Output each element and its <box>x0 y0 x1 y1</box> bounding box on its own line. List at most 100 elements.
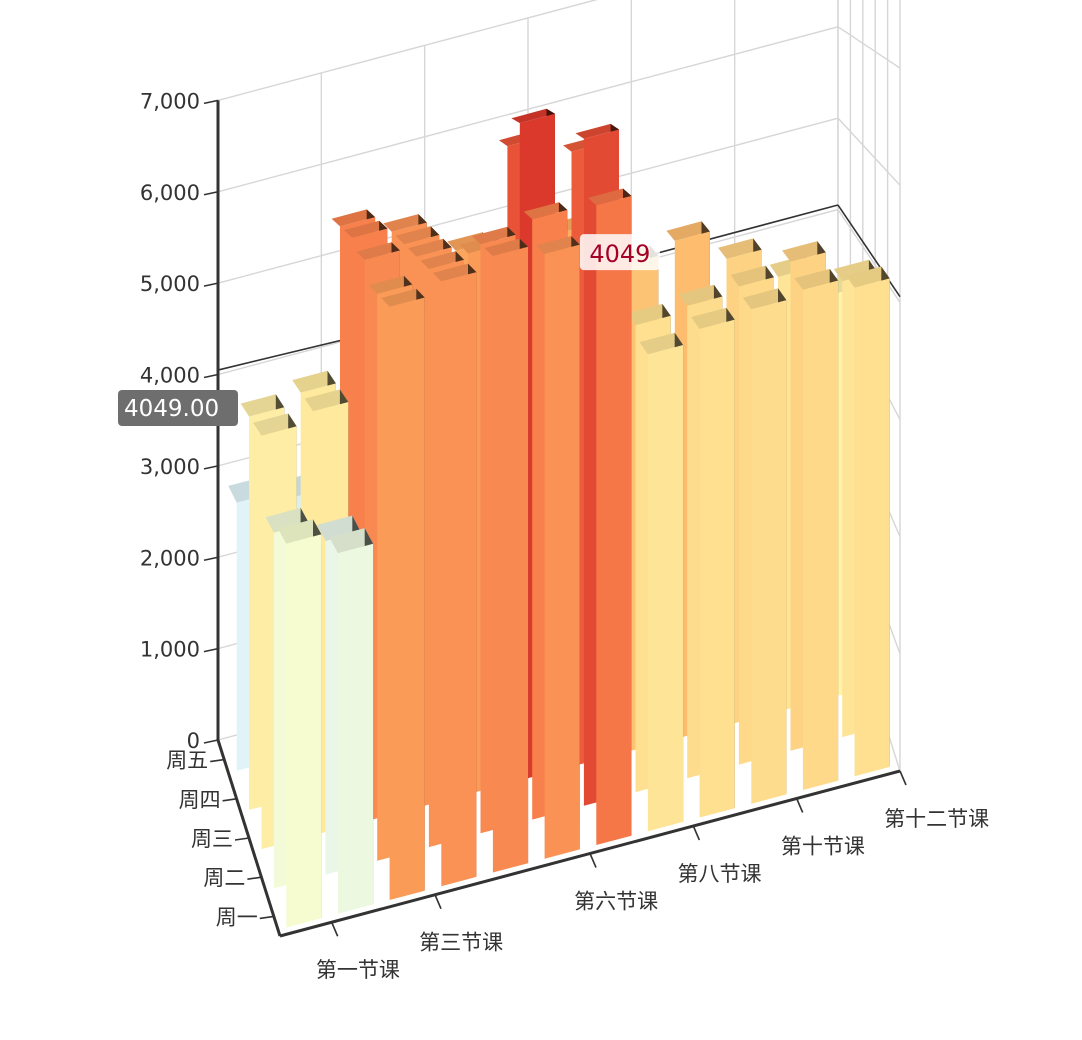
bar-top-face <box>511 108 555 124</box>
x-tick <box>795 798 804 813</box>
x-tick-label: 第六节课 <box>574 889 658 913</box>
bar-top-face <box>317 515 361 542</box>
bar[interactable] <box>329 528 374 914</box>
bar[interactable] <box>381 288 425 900</box>
bar-top-face <box>265 507 309 533</box>
z-tick-label: 7,000 <box>140 89 200 113</box>
bar-top-face <box>523 202 568 220</box>
bar-front-face <box>544 244 580 859</box>
bar-top-face <box>575 123 619 139</box>
bar-top-face <box>420 251 464 269</box>
bar-top-face <box>627 303 671 326</box>
z-tick-label: 0 <box>187 729 200 753</box>
axis-pointer-label: 4049.00 <box>124 396 219 422</box>
bar-front-face <box>647 345 684 832</box>
highlight-value-label: 4049 <box>589 240 650 268</box>
bar[interactable] <box>536 236 580 859</box>
bar[interactable] <box>691 307 735 818</box>
z-tick <box>203 739 219 744</box>
bar-top-face <box>253 413 297 436</box>
bar[interactable] <box>794 268 839 790</box>
z-tick <box>203 373 219 379</box>
bar-top-face <box>639 332 684 355</box>
bar-top-face <box>587 188 632 206</box>
x-tick-label: 第三节课 <box>419 931 503 955</box>
x-tick <box>330 921 339 937</box>
bar-front-face <box>492 246 529 873</box>
bar-top-face <box>794 268 839 290</box>
z-tick-label: 3,000 <box>140 455 200 479</box>
bar-top-face <box>356 242 400 260</box>
y-tick <box>222 798 237 802</box>
bar-top-face <box>678 284 723 306</box>
z-tick <box>203 190 219 196</box>
side-wall-gridline <box>837 26 901 69</box>
y-tick <box>234 837 250 841</box>
y-tick <box>247 876 262 880</box>
bar-top-face <box>432 263 477 282</box>
bar-front-face <box>751 300 787 804</box>
bar-front-face <box>802 280 839 790</box>
y-tick-label: 周五 <box>166 749 208 773</box>
bar-top-face <box>304 389 349 412</box>
bar-top-face <box>536 236 580 254</box>
x-tick-label: 第十二节课 <box>884 807 989 831</box>
bar-top-face <box>846 266 890 288</box>
bar[interactable] <box>277 519 322 928</box>
bar-top-face <box>472 226 516 245</box>
bar-top-face <box>383 214 427 232</box>
x-tick-label: 第十节课 <box>781 834 865 858</box>
bar-top-face <box>381 288 425 307</box>
bar-top-face <box>331 209 376 227</box>
bar-top-face <box>368 275 413 294</box>
bar-front-face <box>596 195 632 845</box>
y-tick-label: 周三 <box>191 827 233 851</box>
bar[interactable] <box>846 266 890 777</box>
bar-top-face <box>408 238 452 257</box>
x-tick-label: 第八节课 <box>678 862 762 886</box>
x-tick-label: 第一节课 <box>316 958 400 982</box>
highlight-label-box <box>579 234 660 271</box>
bar-front-face <box>854 278 890 777</box>
bar-top-face <box>666 221 710 241</box>
bar-top-face <box>277 519 322 544</box>
overlay-layer: 4049.00 <box>118 390 238 426</box>
bar-top-face <box>718 238 762 259</box>
y-tick <box>210 758 225 763</box>
y-tick-label: 周四 <box>179 788 221 812</box>
bar-front-face <box>337 543 374 914</box>
z-tick <box>203 282 219 287</box>
z-tick-label: 4,000 <box>140 364 200 388</box>
z-tick-label: 1,000 <box>140 638 200 662</box>
bar-front-face <box>441 272 477 887</box>
side-wall-gridline <box>837 117 901 186</box>
bar-front-face <box>389 297 425 900</box>
bar-front-face <box>286 534 322 928</box>
axis-pointer-label-box <box>118 390 238 426</box>
x-tick <box>692 825 701 841</box>
bar-top-face <box>344 220 388 238</box>
bar-top-face <box>691 307 735 329</box>
bar[interactable] <box>587 188 632 846</box>
label-layer: 0 1,000 2,000 3,000 4,000 5,000 6,000 7,000 周一 周二… <box>140 89 989 982</box>
z-tick <box>203 99 219 105</box>
bar-top-face <box>730 265 774 287</box>
z-tick <box>203 465 219 470</box>
bar[interactable] <box>484 238 529 873</box>
bar-layer <box>228 108 890 928</box>
z-tick-label: 2,000 <box>140 546 200 570</box>
bar-front-face <box>699 319 735 818</box>
bar-top-face <box>329 528 374 554</box>
z-tick-label: 6,000 <box>140 181 200 205</box>
bar[interactable] <box>432 263 477 887</box>
x-tick <box>434 894 442 910</box>
bar-top-face <box>395 226 440 245</box>
bar-top-face <box>484 238 529 256</box>
bar[interactable] <box>639 332 684 832</box>
bar[interactable] <box>742 288 787 804</box>
bar-top-face <box>782 241 826 262</box>
x-tick <box>589 853 597 868</box>
x-tick <box>899 770 907 786</box>
